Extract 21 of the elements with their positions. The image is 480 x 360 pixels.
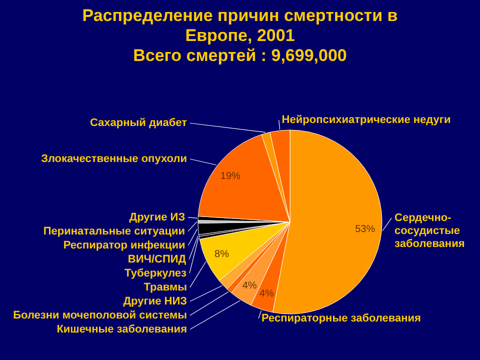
slice-label: Респиратор инфекции (63, 239, 186, 252)
slice-label: Туберкулез (124, 267, 188, 280)
chart-subtitle: Всего смертей : 9,699,000 (133, 46, 347, 65)
slice-label: Кишечные заболевания (56, 323, 187, 336)
slice-label: ВИЧ/СПИД (128, 253, 186, 266)
slice-label: Травмы (144, 281, 187, 294)
slice-label: Сахарный диабет (90, 117, 188, 130)
slice-label: Нейропсихиатрические недуги (282, 114, 451, 126)
data-label: 4% (242, 280, 257, 292)
data-label: 19% (220, 170, 241, 182)
slice-label: Перинатальные ситуации (43, 225, 185, 238)
data-label: 4% (259, 288, 274, 300)
data-label: 53% (355, 224, 376, 236)
chart-title: Распределение причин смертности в Европе, 2001 (82, 6, 398, 45)
data-label: 8% (214, 249, 230, 260)
slice-label: Респираторные заболевания (261, 312, 421, 325)
slice-label: Другие ИЗ (129, 211, 186, 224)
slice-label: Болезни мочеполовой системы (13, 309, 187, 322)
slice-label: Сердечно-сосудистые заболевания (394, 212, 465, 250)
slice-label: Другие НИЗ (123, 295, 188, 308)
slice-label: Злокачественные опухоли (41, 152, 187, 165)
